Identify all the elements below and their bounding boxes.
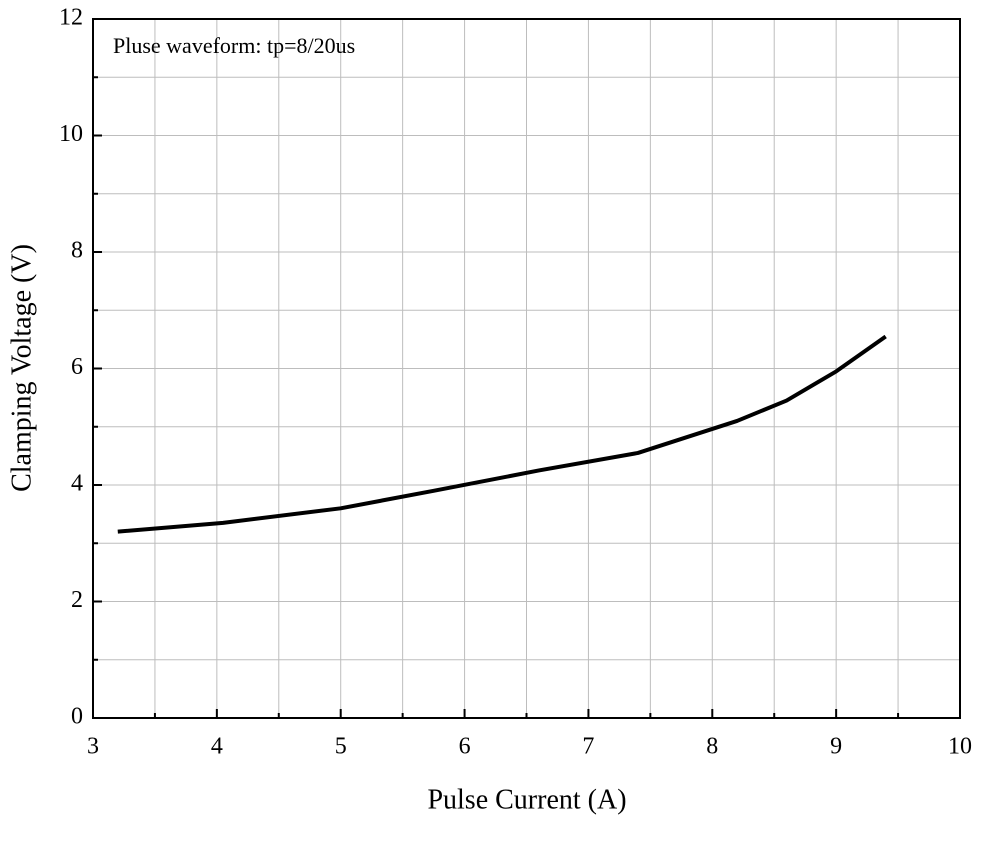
y-tick-label: 2 bbox=[71, 587, 83, 613]
y-tick-label: 8 bbox=[71, 238, 83, 264]
y-tick-label: 4 bbox=[71, 471, 83, 497]
y-axis-label: Clamping Voltage (V) bbox=[6, 244, 37, 492]
x-tick-label: 6 bbox=[459, 734, 471, 760]
y-tick-label: 6 bbox=[71, 354, 83, 380]
x-tick-label: 8 bbox=[706, 734, 718, 760]
x-axis-label: Pulse Current (A) bbox=[427, 784, 626, 815]
x-tick-label: 4 bbox=[211, 734, 223, 760]
y-tick-label: 0 bbox=[71, 704, 83, 730]
y-tick-label: 10 bbox=[59, 121, 83, 147]
y-tick-label: 12 bbox=[59, 5, 83, 31]
x-tick-label: 9 bbox=[830, 734, 842, 760]
x-tick-label: 5 bbox=[335, 734, 347, 760]
x-tick-label: 7 bbox=[582, 734, 594, 760]
x-tick-label: 3 bbox=[87, 734, 99, 760]
data-line bbox=[117, 334, 887, 534]
plot bbox=[117, 334, 887, 534]
x-tick-label: 10 bbox=[948, 734, 972, 760]
annotation: Pluse waveform: tp=8/20us bbox=[113, 33, 355, 58]
